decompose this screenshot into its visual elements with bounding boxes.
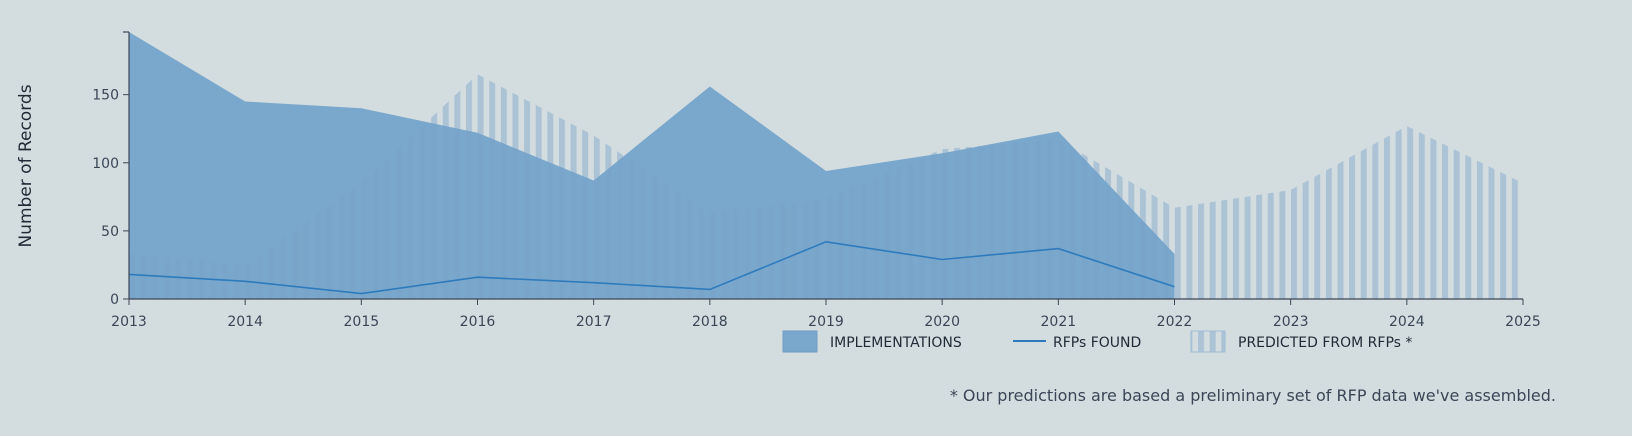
x-tick-label: 2021 (1041, 314, 1077, 330)
footnote: * Our predictions are based a preliminar… (950, 386, 1556, 405)
plot-area (128, 32, 1523, 300)
x-tick-label: 2023 (1273, 314, 1309, 330)
legend-swatch-predicted (1190, 330, 1226, 353)
x-tick-label: 2014 (227, 314, 263, 330)
x-tick-label: 2025 (1505, 314, 1541, 330)
predicted-area (129, 74, 1523, 300)
legend-item-rfps-found[interactable]: RFPs FOUND (1013, 335, 1141, 351)
legend-label-implementations: IMPLEMENTATIONS (830, 335, 962, 351)
x-tick-label: 2022 (1157, 314, 1193, 330)
legend-item-predicted[interactable]: PREDICTED FROM RFPs * (1190, 330, 1412, 353)
legend-swatch-implementations (782, 330, 818, 353)
legend-item-implementations[interactable]: IMPLEMENTATIONS (782, 330, 962, 353)
x-tick-label: 2016 (460, 314, 496, 330)
legend-label-predicted: PREDICTED FROM RFPs * (1238, 335, 1412, 351)
x-tick-label: 2018 (692, 314, 728, 330)
y-tick-label: 50 (101, 224, 119, 240)
x-tick-label: 2019 (808, 314, 844, 330)
legend: IMPLEMENTATIONS RFPs FOUND PREDICTED FRO… (782, 330, 1412, 353)
rfps-found-line (128, 240, 1175, 295)
x-tick-label: 2013 (111, 314, 147, 330)
y-tick-label: 0 (110, 292, 119, 308)
axes: 0 50 100 150 2013 2014 2015 2016 2017 2018 2019 202… (92, 31, 1541, 330)
legend-label-rfps-found: RFPs FOUND (1053, 335, 1141, 351)
y-tick-label: 100 (92, 156, 119, 172)
x-tick-label: 2024 (1389, 314, 1425, 330)
y-tick-label: 150 (92, 88, 119, 104)
x-tick-label: 2015 (344, 314, 380, 330)
x-tick-label: 2017 (576, 314, 612, 330)
y-axis-label: Number of Records (16, 84, 36, 247)
x-tick-label: 2020 (924, 314, 960, 330)
